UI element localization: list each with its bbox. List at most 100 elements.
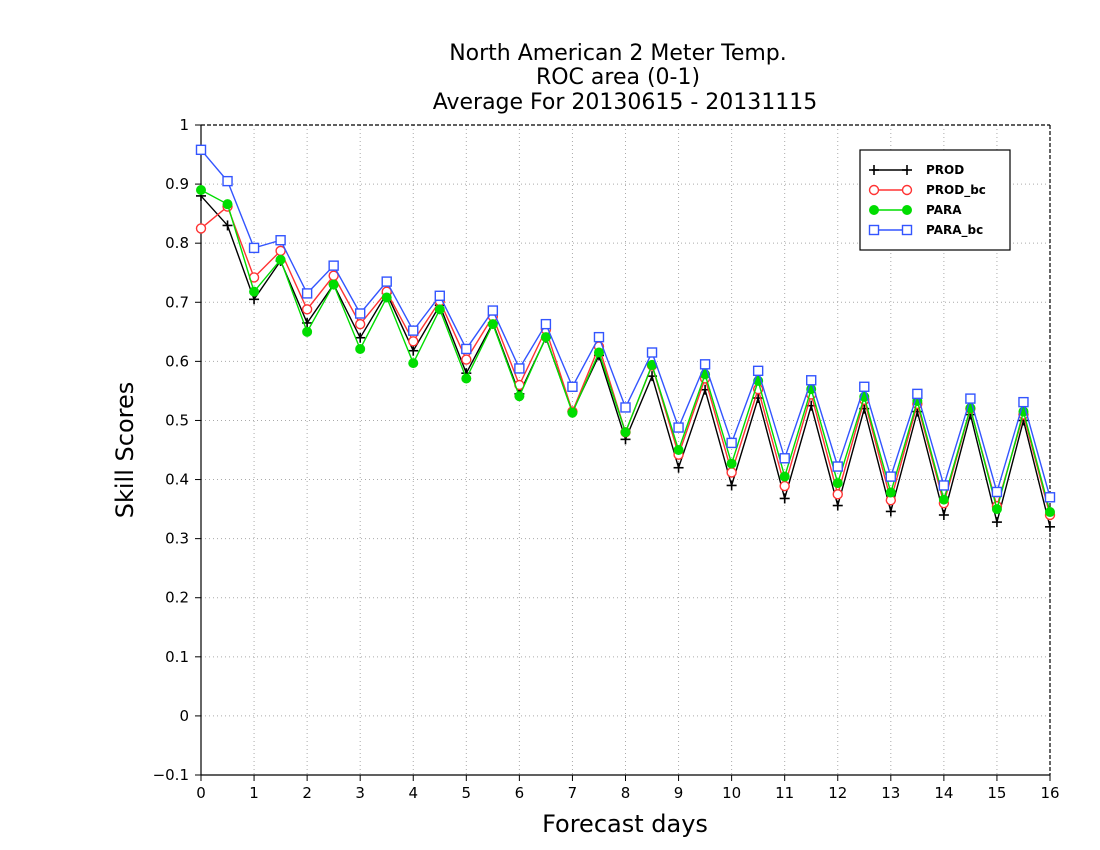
- data-point: [752, 365, 764, 377]
- data-point: [302, 326, 313, 337]
- data-point: [938, 510, 949, 520]
- data-series: [195, 144, 1056, 532]
- legend-marker: [902, 165, 912, 175]
- data-point: [195, 144, 207, 156]
- data-point: [381, 276, 392, 287]
- data-point: [328, 260, 339, 271]
- data-point: [779, 471, 790, 482]
- data-point: [195, 223, 207, 234]
- data-point: [355, 332, 366, 343]
- legend-item: PARA: [869, 203, 962, 217]
- data-point: [726, 480, 737, 491]
- data-point: [991, 486, 1003, 498]
- data-point: [540, 332, 551, 343]
- data-point: [726, 467, 737, 478]
- y-tick-label: 0.7: [165, 293, 189, 311]
- x-tick-label: 2: [302, 784, 312, 802]
- legend-marker: [868, 224, 880, 236]
- chart-title-line-3: Average For 20130615 - 20131115: [433, 90, 818, 115]
- x-tick-label: 9: [674, 784, 684, 802]
- data-point: [461, 373, 472, 384]
- x-tick-label: 0: [196, 784, 206, 802]
- chart-title-line-1: North American 2 Meter Temp.: [449, 41, 787, 66]
- data-point: [222, 175, 233, 187]
- data-point: [885, 487, 896, 498]
- data-point: [249, 286, 260, 297]
- chart-title-line-2: ROC area (0-1): [536, 65, 700, 90]
- data-point: [487, 305, 499, 316]
- data-point: [1018, 396, 1029, 408]
- y-tick-label: 0.1: [165, 648, 189, 666]
- data-point: [434, 304, 445, 315]
- legend-marker: [869, 165, 879, 175]
- y-tick-label: 0.5: [165, 411, 189, 429]
- legend-marker: [901, 184, 913, 196]
- data-point: [779, 453, 790, 464]
- data-point: [222, 199, 233, 210]
- data-point: [354, 308, 366, 319]
- data-point: [301, 304, 313, 315]
- x-tick-label: 16: [1040, 784, 1059, 802]
- data-point: [514, 391, 525, 402]
- data-point: [355, 343, 366, 354]
- data-point: [912, 388, 923, 400]
- data-point: [673, 445, 684, 455]
- data-point: [832, 478, 843, 489]
- x-axis-label: Forecast days: [542, 810, 708, 838]
- data-point: [673, 462, 684, 473]
- data-point: [620, 427, 631, 438]
- y-tick-label: 0.3: [165, 530, 189, 548]
- data-point: [1045, 507, 1055, 518]
- data-point: [487, 319, 498, 330]
- data-point: [408, 336, 419, 347]
- data-point: [593, 347, 604, 358]
- data-point: [965, 393, 976, 404]
- legend-label: PARA: [926, 203, 962, 217]
- data-point: [779, 480, 790, 492]
- y-tick-label: 1: [179, 116, 189, 134]
- data-point: [593, 331, 605, 343]
- data-point: [275, 235, 286, 246]
- data-point: [408, 358, 419, 369]
- data-point: [806, 375, 817, 386]
- data-point: [567, 407, 578, 418]
- data-point: [885, 471, 897, 482]
- legend-label: PROD_bc: [926, 183, 986, 198]
- x-tick-label: 14: [934, 784, 953, 802]
- grid-lines: [201, 125, 1050, 775]
- legend-item: PROD: [869, 163, 964, 177]
- x-tick-label: 7: [568, 784, 578, 802]
- data-point: [832, 500, 843, 511]
- legend-label: PARA_bc: [926, 223, 983, 238]
- y-tick-label: 0: [179, 707, 189, 725]
- y-tick-label: 0.6: [165, 352, 189, 370]
- data-point: [673, 422, 684, 433]
- data-point: [832, 489, 843, 500]
- x-tick-label: 13: [881, 784, 900, 802]
- data-point: [408, 345, 419, 356]
- data-point: [328, 279, 339, 290]
- series-para-bc: [195, 144, 1056, 503]
- data-point: [699, 359, 711, 370]
- y-tick-label: 0.4: [165, 471, 189, 489]
- data-point: [646, 347, 658, 358]
- data-point: [620, 402, 631, 413]
- data-point: [567, 381, 578, 392]
- tick-labels: 0 1 2 3 4 5 6 7 8 9 10 11 12 13 14 15 16−0.100.10.20.30.…: [153, 116, 1060, 802]
- data-point: [779, 493, 790, 504]
- legend-marker: [902, 205, 912, 215]
- x-tick-label: 8: [621, 784, 631, 802]
- y-tick-label: −0.1: [153, 766, 189, 784]
- data-point: [514, 363, 525, 374]
- y-tick-label: 0.2: [165, 589, 189, 607]
- data-point: [1044, 492, 1056, 503]
- legend-label: PROD: [926, 163, 964, 177]
- data-point: [540, 318, 552, 330]
- y-axis-label: Skill Scores: [111, 382, 139, 519]
- data-point: [885, 506, 896, 517]
- data-point: [832, 461, 843, 472]
- data-point: [196, 185, 206, 195]
- data-point: [248, 242, 260, 254]
- data-point: [434, 290, 445, 301]
